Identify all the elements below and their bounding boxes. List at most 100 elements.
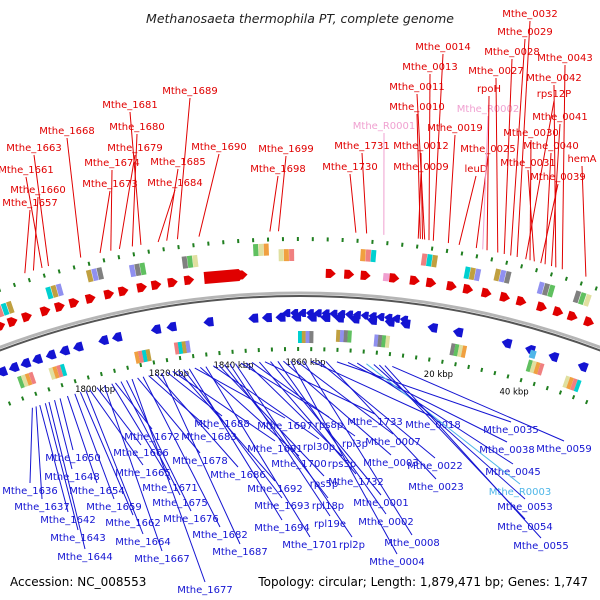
scale-tick bbox=[375, 350, 379, 355]
leader-line bbox=[510, 38, 526, 256]
gene-label: Mthe_1677 bbox=[177, 585, 233, 596]
gene-label: Mthe_1693 bbox=[254, 501, 310, 512]
gene-label: Mthe_0010 bbox=[389, 102, 445, 113]
gene-label: Mthe_1642 bbox=[40, 515, 96, 526]
leader-line bbox=[54, 400, 73, 470]
leader-line bbox=[246, 362, 343, 457]
gene-label: Mthe_1694 bbox=[254, 523, 310, 534]
category-box bbox=[283, 249, 289, 262]
leader-line bbox=[283, 360, 392, 456]
scale-tick bbox=[72, 265, 76, 270]
scale-tick bbox=[162, 247, 165, 252]
forward-gene-arrow bbox=[103, 289, 115, 300]
gene-label: Mthe_1636 bbox=[2, 486, 58, 497]
gene-label: Mthe_1691 bbox=[247, 444, 303, 455]
gene-label: Mthe_1663 bbox=[6, 143, 62, 154]
scale-tick bbox=[336, 347, 339, 352]
category-box bbox=[573, 379, 582, 393]
scale-tick bbox=[467, 364, 471, 370]
category-box bbox=[343, 330, 349, 343]
gene-label: Mthe_0054 bbox=[497, 522, 553, 533]
leader-line bbox=[33, 154, 49, 267]
scale-tick bbox=[549, 272, 553, 277]
leader-line bbox=[458, 175, 477, 245]
leader-line bbox=[118, 154, 136, 249]
gene-label: Mthe_0003 bbox=[363, 458, 419, 469]
leader-line bbox=[482, 115, 489, 250]
category-box bbox=[537, 362, 545, 376]
category-box bbox=[577, 292, 587, 306]
scale-tick bbox=[296, 237, 299, 242]
category-box bbox=[309, 331, 314, 344]
reverse-gene-arrow bbox=[166, 321, 178, 332]
gene-label: rpl19e bbox=[314, 519, 346, 530]
gene-label: Mthe_0045 bbox=[485, 467, 541, 478]
gene-label: Mthe_1662 bbox=[105, 518, 161, 529]
category-box bbox=[339, 329, 345, 343]
scale-tick bbox=[414, 355, 418, 360]
scale-tick bbox=[270, 347, 273, 352]
gene-label: leuD bbox=[465, 164, 488, 175]
scale-tick bbox=[57, 269, 61, 274]
scale-tick bbox=[21, 396, 25, 401]
leader-line bbox=[325, 361, 437, 480]
category-box bbox=[85, 269, 94, 283]
gene-label: Mthe_0055 bbox=[513, 541, 569, 552]
scale-tick bbox=[401, 242, 404, 247]
scale-tick bbox=[60, 382, 64, 388]
scale-tick bbox=[207, 241, 210, 246]
scale-tick bbox=[415, 244, 419, 249]
category-box bbox=[181, 256, 189, 269]
gene-label: Mthe_1700 bbox=[271, 459, 327, 470]
scale-tick bbox=[147, 249, 151, 254]
gene-label: Mthe_1676 bbox=[163, 514, 219, 525]
gene-label: rpl30p bbox=[303, 442, 335, 453]
forward-gene-arrow bbox=[566, 310, 578, 321]
leader-line bbox=[89, 389, 144, 466]
scale-tick bbox=[460, 251, 464, 256]
gene-label: Mthe_0012 bbox=[393, 141, 449, 152]
leader-line bbox=[137, 377, 201, 454]
gene-label: rpl18p bbox=[312, 501, 344, 512]
reverse-gene-arrow bbox=[297, 309, 306, 318]
scale-tick bbox=[323, 347, 326, 352]
leader-line bbox=[161, 373, 241, 545]
gene-label: rpoH bbox=[477, 84, 501, 95]
reverse-gene-arrow bbox=[98, 335, 110, 345]
scale-tick bbox=[401, 353, 405, 358]
scale-tick bbox=[257, 348, 260, 353]
leader-line bbox=[157, 189, 176, 243]
scale-tick bbox=[34, 391, 38, 397]
leader-line bbox=[176, 97, 191, 240]
gene-label: Mthe_0014 bbox=[415, 42, 471, 53]
category-box bbox=[134, 351, 141, 364]
gene-label: Mthe_1680 bbox=[109, 122, 165, 133]
scale-tick bbox=[281, 237, 284, 242]
scale-tick bbox=[520, 264, 524, 269]
gene-label: Mthe_0023 bbox=[408, 482, 464, 493]
category-box bbox=[252, 243, 259, 257]
reverse-gene-arrow bbox=[275, 312, 286, 322]
gene-label: Mthe_0043 bbox=[537, 53, 593, 64]
scale-tick bbox=[87, 261, 91, 266]
gene-label: Mthe_1685 bbox=[150, 157, 206, 168]
category-box bbox=[373, 334, 379, 347]
gene-label: Mthe_0028 bbox=[484, 47, 540, 58]
forward-gene-arrow bbox=[0, 321, 6, 332]
leader-line bbox=[205, 366, 311, 538]
scale-tick bbox=[0, 287, 2, 293]
gene-label: rps5p bbox=[310, 479, 338, 490]
forward-gene-arrow bbox=[343, 269, 355, 279]
forward-gene-arrow bbox=[552, 306, 564, 317]
scale-tick bbox=[27, 277, 31, 283]
scale-tick bbox=[165, 357, 169, 363]
leader-line bbox=[39, 405, 69, 513]
gene-label: Mthe_1654 bbox=[69, 486, 125, 497]
forward-gene-arrow bbox=[583, 316, 594, 327]
category-box bbox=[503, 270, 512, 284]
gene-label: Mthe_1732 bbox=[328, 477, 384, 488]
gene-label: Mthe_1667 bbox=[134, 554, 190, 565]
scale-tick bbox=[266, 237, 270, 242]
leader-line bbox=[131, 378, 206, 583]
scale-tick bbox=[311, 237, 314, 242]
